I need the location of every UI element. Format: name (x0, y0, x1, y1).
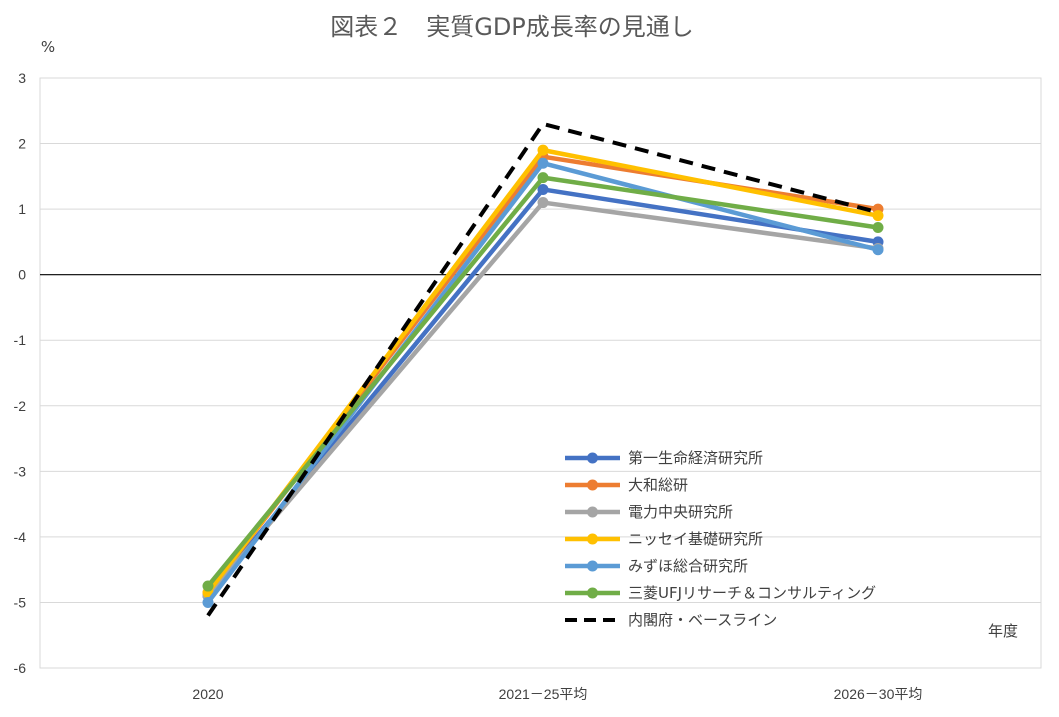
legend-item: 電力中央研究所 (565, 503, 733, 521)
legend: 第一生命経済研究所大和総研電力中央研究所ニッセイ基礎研究所みずほ総合研究所三菱U… (565, 449, 876, 629)
y-tick-labels: 3 2 1 0 -1 -2 -3 -4 -5 -6 (14, 70, 27, 676)
x-axis-label: 年度 (988, 622, 1018, 640)
x-tick-label: 2026－30平均 (834, 686, 923, 702)
series-lines (202, 121, 884, 617)
legend-item: ニッセイ基礎研究所 (565, 530, 763, 548)
y-tick-label: 3 (18, 70, 26, 86)
legend-label: 三菱UFJリサーチ＆コンサルティング (628, 584, 876, 602)
legend-label: 電力中央研究所 (628, 503, 733, 521)
series-0 (202, 183, 884, 602)
data-point (202, 580, 214, 592)
data-point (872, 221, 884, 233)
data-point (202, 596, 214, 608)
data-point (537, 157, 549, 169)
data-point (537, 172, 549, 184)
series-line (206, 147, 879, 594)
legend-marker (587, 587, 598, 599)
data-point (537, 197, 549, 209)
series-5 (202, 172, 884, 592)
legend-label: ニッセイ基礎研究所 (628, 530, 763, 548)
data-point (537, 144, 549, 156)
series-line (206, 175, 879, 588)
series-4 (202, 157, 884, 608)
y-tick-label: -6 (14, 660, 27, 676)
series-1 (202, 151, 884, 599)
legend-marker (587, 560, 598, 572)
y-tick-label: -4 (14, 529, 27, 545)
y-tick-label: -2 (14, 398, 27, 414)
legend-item: 三菱UFJリサーチ＆コンサルティング (565, 584, 876, 602)
legend-item: 大和総研 (565, 476, 688, 494)
series-line (206, 187, 879, 598)
legend-marker (587, 479, 598, 491)
legend-label: 大和総研 (628, 476, 688, 494)
y-tick-label: 1 (18, 201, 26, 217)
gridlines (40, 143, 1041, 603)
y-tick-label: 2 (18, 136, 26, 152)
y-axis-unit-label: % (41, 38, 55, 56)
y-tick-label: -5 (14, 594, 27, 610)
legend-label: 内閣府・ベースライン (628, 611, 777, 629)
legend-label: みずほ総合研究所 (628, 557, 748, 575)
data-point (872, 244, 884, 256)
legend-item: みずほ総合研究所 (565, 557, 748, 575)
x-tick-labels: 2020 2021－25平均 2026－30平均 (192, 686, 922, 702)
y-tick-label: -3 (14, 463, 27, 479)
series-2 (202, 197, 884, 602)
y-tick-label: 0 (18, 267, 26, 283)
legend-item: 第一生命経済研究所 (565, 449, 763, 467)
legend-marker (587, 533, 598, 545)
legend-marker (587, 452, 598, 464)
x-tick-label: 2020 (192, 686, 223, 702)
legend-marker (587, 506, 598, 518)
plot-area-border (39, 77, 1042, 669)
data-point (537, 183, 549, 195)
y-tick-label: -1 (14, 332, 27, 348)
chart-title: 図表２ 実質GDP成長率の見通し (330, 13, 694, 41)
legend-label: 第一生命経済研究所 (628, 449, 763, 467)
x-tick-label: 2021－25平均 (499, 686, 588, 702)
data-point (872, 210, 884, 222)
legend-item: 内閣府・ベースライン (565, 611, 777, 629)
